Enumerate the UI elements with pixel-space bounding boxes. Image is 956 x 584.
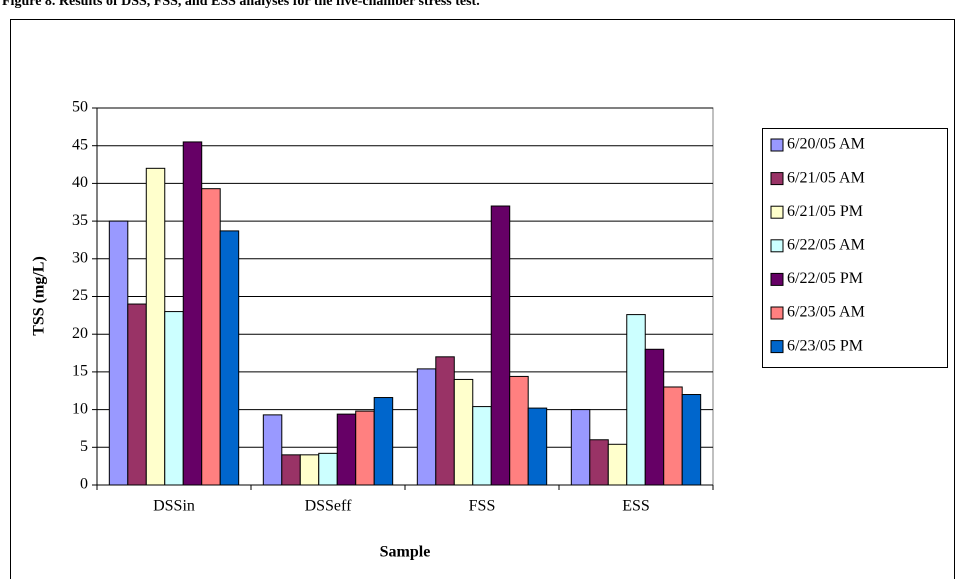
- x-tick-label: DSSin: [153, 498, 195, 515]
- legend-label: 6/20/05 AM: [787, 136, 865, 153]
- x-axis-label: Sample: [380, 544, 431, 561]
- bar: [355, 410, 375, 486]
- y-tick-label: 15: [72, 363, 88, 380]
- x-tick-label: DSSeff: [305, 498, 352, 515]
- bar: [472, 406, 492, 486]
- bar: [182, 141, 203, 486]
- bar: [681, 394, 702, 486]
- legend-label: 6/21/05 PM: [787, 203, 863, 220]
- y-tick-label: 0: [80, 476, 88, 493]
- y-tick-label: 5: [80, 438, 88, 455]
- bar: [589, 439, 609, 486]
- y-tick-label: 50: [72, 99, 88, 116]
- legend-swatch: [770, 205, 784, 219]
- bar: [607, 443, 628, 486]
- bar: [281, 454, 301, 486]
- bar: [145, 167, 166, 486]
- legend-label: 6/22/05 AM: [787, 236, 865, 253]
- y-tick-label: 35: [72, 212, 88, 229]
- bar: [127, 303, 147, 486]
- y-tick-label: 20: [72, 325, 88, 342]
- bar: [453, 378, 474, 486]
- legend: [762, 128, 948, 368]
- bar: [570, 409, 591, 486]
- x-tick-label: FSS: [469, 498, 496, 515]
- y-tick-label: 25: [72, 287, 88, 304]
- bar: [416, 368, 437, 486]
- figure-caption: Figure 8. Results of DSS, FSS, and ESS a…: [2, 0, 480, 9]
- legend-swatch: [770, 340, 784, 354]
- legend-label: 6/23/05 AM: [787, 304, 865, 321]
- y-tick-label: 10: [72, 400, 88, 417]
- legend-label: 6/22/05 PM: [787, 270, 863, 287]
- legend-label: 6/21/05 AM: [787, 169, 865, 186]
- bar: [262, 414, 283, 486]
- y-axis-label: TSS (mg/L): [31, 256, 48, 336]
- chart-border: [10, 19, 955, 584]
- y-tick-label: 45: [72, 136, 88, 153]
- y-tick-label: 30: [72, 249, 88, 266]
- legend-swatch: [770, 306, 784, 320]
- legend-swatch: [770, 272, 784, 286]
- y-tick-label: 40: [72, 174, 88, 191]
- legend-swatch: [770, 138, 784, 152]
- bar: [164, 311, 184, 486]
- x-tick-label: ESS: [622, 498, 650, 515]
- bar: [336, 413, 357, 486]
- bar: [490, 205, 511, 486]
- bar: [509, 375, 529, 486]
- bar: [663, 386, 683, 486]
- bar: [318, 452, 338, 486]
- bar: [219, 230, 240, 486]
- bar: [626, 314, 646, 486]
- bar: [299, 454, 320, 486]
- bar: [644, 348, 665, 486]
- bar: [435, 356, 455, 486]
- bar: [373, 397, 394, 486]
- bar: [108, 220, 129, 486]
- legend-label: 6/23/05 PM: [787, 337, 863, 354]
- bar: [201, 188, 221, 486]
- legend-swatch: [770, 239, 784, 253]
- bar: [527, 407, 548, 486]
- legend-swatch: [770, 172, 784, 186]
